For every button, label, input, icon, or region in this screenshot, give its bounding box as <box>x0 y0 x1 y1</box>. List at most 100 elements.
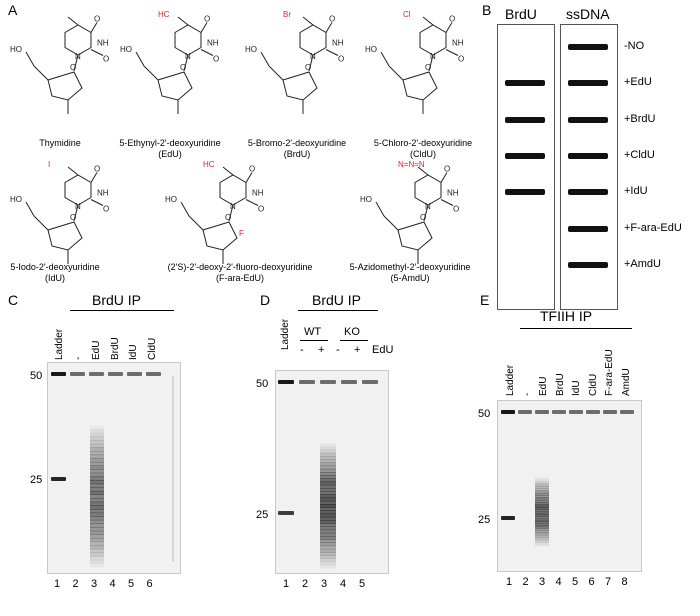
gel-band <box>278 511 294 515</box>
gel-smear-slice <box>90 462 104 466</box>
o-atom: O <box>103 205 109 214</box>
lane-number: 3 <box>321 578 327 590</box>
gel-band <box>127 372 142 376</box>
o-atom: O <box>449 15 455 24</box>
gel-band <box>501 516 515 520</box>
gel-smear-slice <box>90 433 104 437</box>
o-atom: O <box>458 55 464 64</box>
group-label: WT <box>304 326 321 338</box>
lane-label: IdU <box>571 380 582 396</box>
gel-smear-slice <box>90 553 104 557</box>
panel-c-marker-50: 50 <box>30 370 42 382</box>
gel-smear-slice <box>90 513 104 517</box>
lane-number: 5 <box>128 578 134 590</box>
gel-smear-slice <box>320 494 336 498</box>
lane-number: 2 <box>73 578 79 590</box>
lane-number: 6 <box>589 576 595 588</box>
lane-number: 6 <box>147 578 153 590</box>
ring-o-atom: O <box>425 63 431 72</box>
gel-band <box>552 410 566 414</box>
panel-c-gel-bands <box>47 362 179 572</box>
furanose-ring <box>283 72 317 100</box>
pyrimidine-ring <box>175 25 201 55</box>
o-atom: O <box>94 165 100 174</box>
structure-cldu: NHNOOOHOOHCl <box>365 10 475 115</box>
gel-smear-slice <box>90 426 104 430</box>
lane-number: 1 <box>506 576 512 588</box>
ring-o-atom: O <box>70 213 76 222</box>
n-atom: N <box>230 202 236 211</box>
lane-label: - <box>73 357 84 360</box>
n-atom: N <box>75 52 81 61</box>
o-atom: O <box>204 15 210 24</box>
gel-smear-slice <box>320 533 336 537</box>
gel-band <box>518 410 532 414</box>
gel-smear-slice <box>90 524 104 528</box>
panel-d-marker-50: 50 <box>256 378 268 390</box>
ho-atom: HO <box>165 195 177 204</box>
row-label: +EdU <box>624 76 652 88</box>
gel-band <box>320 380 336 384</box>
panel-e-marker-50: 50 <box>478 408 490 420</box>
lane-label: AmdU <box>621 368 632 396</box>
gel-smear-slice <box>320 475 336 479</box>
ssdna-band <box>568 117 608 123</box>
gel-smear-slice <box>320 546 336 550</box>
gel-smear-slice <box>320 453 336 457</box>
panel-e-marker-25: 25 <box>478 514 490 526</box>
gel-smear-slice <box>90 444 104 448</box>
o-atom: O <box>249 165 255 174</box>
ring-o-atom: O <box>70 63 76 72</box>
label-amdu: 5-Azidomethyl-2'-deoxyuridine (5-AmdU) <box>335 262 485 285</box>
gel-smear-slice <box>320 485 336 489</box>
group-bracket <box>340 340 368 341</box>
gel-smear-slice <box>320 558 336 562</box>
gel-smear-slice <box>90 440 104 444</box>
ssdna-band <box>568 226 608 232</box>
gel-smear-slice <box>320 514 336 518</box>
gel-smear-slice <box>90 476 104 480</box>
gel-smear-slice <box>90 469 104 473</box>
lane-number: 8 <box>622 576 628 588</box>
gel-smear-slice <box>90 487 104 491</box>
gel-smear-slice <box>320 504 336 508</box>
n-atom: N <box>430 52 436 61</box>
ssdna-band <box>568 153 608 159</box>
o-atom: O <box>338 55 344 64</box>
edu-sign: - <box>300 344 304 356</box>
ssdna-band <box>568 44 608 50</box>
n-atom: N <box>310 52 316 61</box>
nh-atom: NH <box>207 39 219 48</box>
edu-sign: + <box>354 344 360 356</box>
gel-smear-slice <box>90 498 104 502</box>
lane-number: 4 <box>340 578 346 590</box>
n-atom: N <box>185 52 191 61</box>
gel-smear-slice <box>90 545 104 549</box>
panel-d-ladder-label: Ladder <box>280 319 291 350</box>
gel-smear-slice <box>320 523 336 527</box>
panel-b-letter: B <box>482 2 491 18</box>
gel-smear-slice <box>320 462 336 466</box>
gel-smear-slice <box>320 501 336 505</box>
furanose-ring <box>48 222 82 250</box>
gel-smear-slice <box>320 456 336 460</box>
gel-smear-slice <box>320 510 336 514</box>
pyrimidine-ring <box>65 25 91 55</box>
edu-sign: + <box>318 344 324 356</box>
nh-atom: NH <box>447 189 459 198</box>
lane-label: EdU <box>538 377 549 396</box>
panel-c-letter: C <box>8 292 18 308</box>
panel-b-brdu-header: BrdU <box>505 6 537 22</box>
ho-atom: HO <box>120 45 132 54</box>
panel-e-title: TFIIH IP <box>540 308 592 324</box>
lane-number: 1 <box>54 578 60 590</box>
pyrimidine-ring <box>415 175 441 205</box>
gel-band <box>51 477 66 481</box>
gel-band <box>501 410 515 414</box>
structure-thymidine: NHNOOOHOOH <box>10 10 120 115</box>
brdu-band <box>505 80 545 86</box>
gel-band <box>535 410 549 414</box>
gel-smear-slice <box>90 480 104 484</box>
panel-b-brdu-membrane <box>497 24 555 310</box>
gel-smear-slice <box>90 466 104 470</box>
